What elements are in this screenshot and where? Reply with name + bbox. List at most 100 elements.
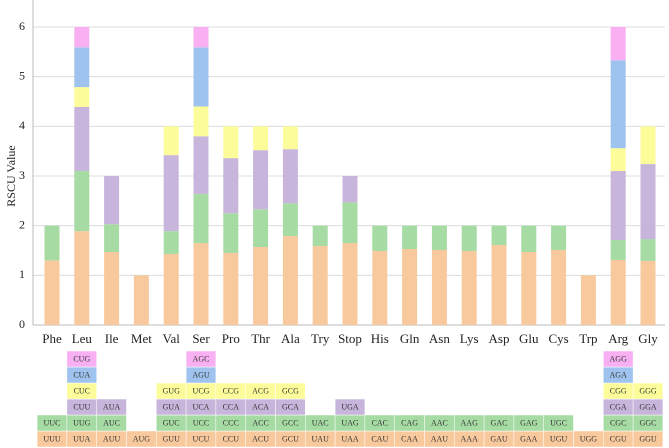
codon-label: ACG [252, 386, 269, 395]
bar-segment [491, 225, 507, 246]
codon-label: GCU [282, 434, 299, 443]
codon-label: GAA [520, 434, 538, 443]
x-tick-label: Ile [105, 331, 119, 346]
x-tick-label: Thr [251, 331, 270, 346]
codon-label: UUA [73, 434, 91, 443]
bar-segment [74, 27, 90, 48]
codon-label: AGA [610, 370, 628, 379]
bar-segment [74, 231, 90, 325]
x-tick-label: Val [163, 331, 181, 346]
codon-label: CUU [73, 402, 90, 411]
codon-label: UAU [312, 434, 330, 443]
bar-segment [610, 259, 626, 325]
bar-segment [253, 150, 269, 210]
codon-label: GGG [639, 386, 657, 395]
codon-label: CAC [372, 418, 388, 427]
bar-segment [312, 225, 328, 247]
x-tick-label: Pro [222, 331, 240, 346]
x-tick-label: Try [311, 331, 330, 346]
bar-segment [461, 225, 477, 251]
codon-label: GAC [491, 418, 508, 427]
codon-cell [543, 414, 574, 432]
codon-label: GCC [282, 418, 298, 427]
x-tick-label: Stop [338, 331, 362, 346]
codon-label: CUC [74, 386, 90, 395]
codon-label: CGG [610, 386, 627, 395]
bar-segment [640, 126, 656, 165]
x-tick-label: Arg [608, 331, 628, 346]
codon-label: GCG [282, 386, 299, 395]
codon-label: GAG [520, 418, 538, 427]
x-tick-label: Leu [72, 331, 93, 346]
codon-label: UGA [341, 402, 359, 411]
codon-label: UCG [193, 386, 210, 395]
x-tick-label: Lys [460, 331, 479, 346]
y-tick-label: 3 [19, 168, 25, 182]
bar-segment [223, 158, 239, 214]
codon-label: CCG [223, 386, 240, 395]
codon-label: AGG [610, 354, 628, 363]
bar-segment [640, 260, 656, 325]
bar-segment [461, 250, 477, 325]
codon-label: AUU [103, 434, 121, 443]
codon-label: GUC [163, 418, 180, 427]
codon-label: AGU [192, 370, 210, 379]
codon-label: CCA [223, 402, 240, 411]
bar-segment [491, 245, 507, 325]
codon-label: AUG [133, 434, 151, 443]
codon-label: UAG [341, 418, 359, 427]
codon-label: UUG [73, 418, 91, 427]
codon-label: UUU [43, 434, 61, 443]
bar-segment [163, 231, 179, 254]
codon-label: UGU [550, 434, 568, 443]
codon-label: AGC [193, 354, 210, 363]
bar-segment [610, 148, 626, 172]
x-tick-label: Asp [489, 331, 510, 346]
codon-label: CAA [401, 434, 418, 443]
bar-segment [104, 224, 120, 252]
codon-label: CUG [73, 354, 90, 363]
bar-segment [342, 243, 358, 325]
codon-label: UCC [193, 418, 209, 427]
y-tick-label: 5 [19, 68, 25, 82]
codon-label: GCA [282, 402, 299, 411]
bar-segment [44, 225, 60, 261]
codon-label: UAC [312, 418, 329, 427]
codon-cell [632, 382, 664, 400]
codon-label: GGU [639, 434, 657, 443]
bar-segment [133, 275, 149, 325]
codon-label: ACA [252, 402, 269, 411]
codon-cell [66, 350, 97, 368]
bar-segment [223, 126, 239, 159]
bar-segment [282, 126, 298, 150]
codon-label: AAU [431, 434, 449, 443]
bar-segment [74, 171, 90, 232]
bar-segment [193, 136, 209, 194]
codon-label: UCA [193, 402, 210, 411]
bar-segment [551, 225, 567, 251]
bar-segment [74, 47, 90, 88]
bar-segment [282, 203, 298, 237]
bar-segment [551, 250, 567, 325]
codon-label: CGC [610, 418, 626, 427]
codon-label: CAU [371, 434, 388, 443]
codon-label: AUC [103, 418, 120, 427]
codon-cell [96, 398, 127, 416]
bar-segment [610, 60, 626, 149]
bar-segment [431, 250, 447, 325]
bar-segment [610, 240, 626, 260]
codon-label: UGG [580, 434, 598, 443]
bar-segment [193, 27, 209, 48]
codon-label: AAA [461, 434, 479, 443]
bar-segment [580, 275, 596, 325]
y-tick-label: 0 [19, 317, 25, 331]
codon-cell [603, 350, 634, 368]
bar-segment [282, 149, 298, 204]
bar-segment [402, 249, 418, 325]
bar-segment [610, 171, 626, 241]
x-tick-label: Cys [548, 331, 568, 346]
bar-segment [253, 209, 269, 248]
bar-segment [640, 239, 656, 261]
y-tick-label: 1 [19, 267, 25, 281]
